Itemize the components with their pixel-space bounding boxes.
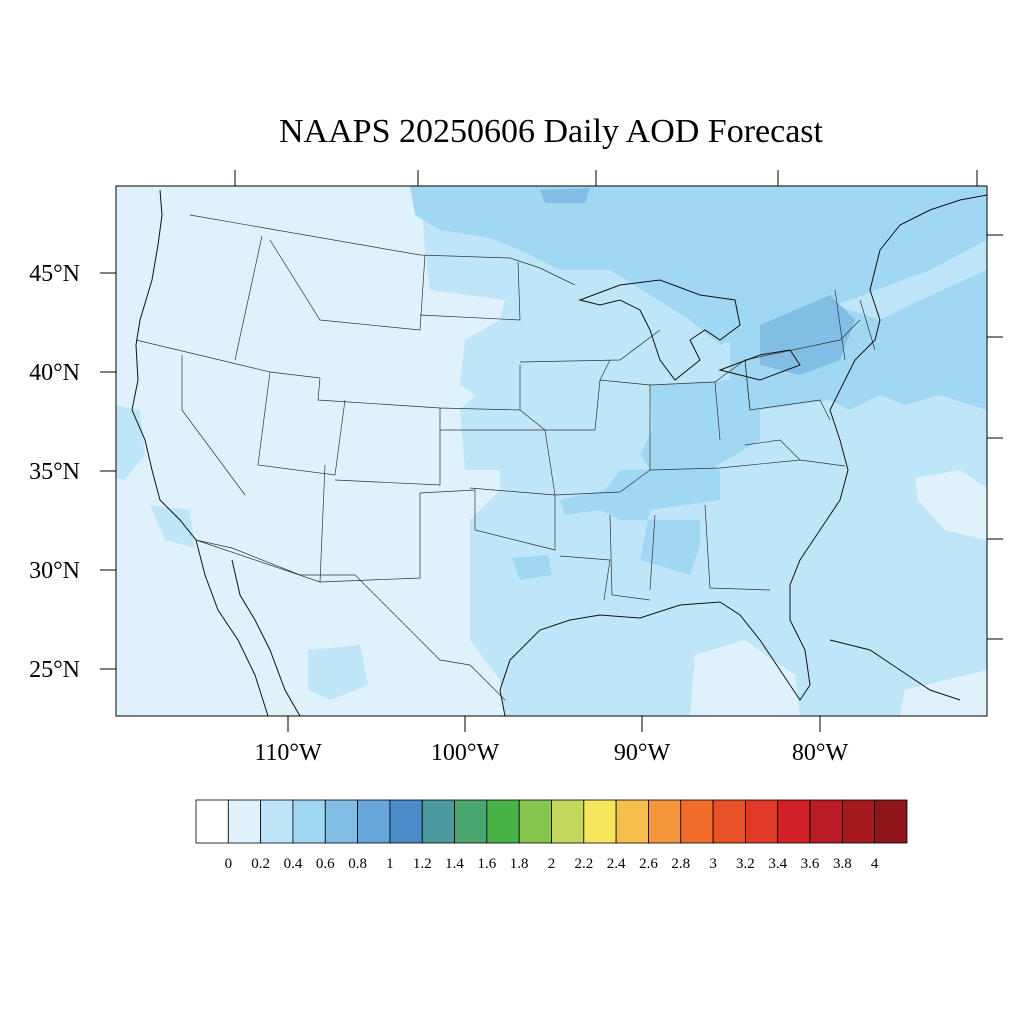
lon-label: 110°W — [254, 740, 322, 766]
lat-label: 25°N — [29, 657, 80, 683]
colorbar-swatch — [357, 799, 391, 844]
colorbar-swatch — [745, 799, 779, 844]
colorbar-tick-label: 1.6 — [477, 856, 496, 872]
eastern-states — [744, 289, 876, 461]
colorbar-tick-label: 2.6 — [639, 856, 658, 872]
colorbar-tick-label: 1.4 — [445, 856, 464, 872]
lat-label: 45°N — [29, 261, 80, 287]
aod-region-texas-gulf — [512, 555, 552, 580]
aod-region-northeast — [730, 270, 987, 410]
aod-region-tennessee — [560, 468, 720, 575]
colorbar-swatch — [777, 799, 811, 844]
mexico-border — [195, 539, 506, 701]
lon-label: 80°W — [792, 740, 849, 766]
midwest-states — [519, 359, 821, 470]
colorbar-swatch — [648, 799, 682, 844]
colorbar-swatch — [292, 799, 326, 844]
colorbar-swatch — [195, 799, 229, 844]
colorbar-swatch — [874, 799, 908, 844]
map-panel — [116, 186, 987, 716]
coastlines — [131, 189, 987, 716]
pacific-coastline — [131, 189, 269, 716]
aod-pocket-gulf — [690, 640, 800, 716]
colorbar-swatch — [583, 799, 617, 844]
colorbar-swatch — [615, 799, 649, 844]
colorbar-swatch — [841, 799, 876, 844]
colorbar-swatch — [809, 799, 843, 844]
colorbar-tick-label: 2.2 — [574, 856, 593, 872]
aod-region-baja-coast — [150, 505, 195, 548]
colorbar-tick-label: 4 — [871, 856, 879, 872]
colorbar-swatch — [712, 799, 746, 844]
colorbar-swatch — [680, 799, 714, 844]
colorbar-tick-label: 0.2 — [251, 856, 270, 872]
right-ticks — [987, 234, 1003, 640]
aod-field-0.4-0.6 — [410, 186, 987, 580]
colorbar-tick-label: 3.8 — [833, 856, 852, 872]
colorbar-tick-label: 3 — [709, 856, 717, 872]
colorbar-tick-label: 0 — [225, 856, 233, 872]
colorbar-tick-label: 0.4 — [284, 856, 303, 872]
baja-coastline — [231, 559, 301, 716]
great-lakes-shoreline — [578, 279, 801, 381]
aod-field-0.6-0.8 — [540, 188, 855, 375]
lat-label: 35°N — [29, 459, 80, 485]
aod-colorbar — [195, 799, 908, 844]
cuba-coastline — [829, 639, 961, 701]
colorbar-swatch — [454, 799, 488, 844]
lon-labels: 110°W 100°W 90°W 80°W — [254, 740, 848, 766]
aod-region-new-york — [760, 295, 855, 375]
aod-field-0-0.2-pockets — [690, 470, 987, 716]
colorbar-swatch — [421, 799, 455, 844]
canada-border — [189, 214, 576, 286]
colorbar-swatch — [227, 799, 262, 844]
colorbar-tick-label: 1.8 — [510, 856, 529, 872]
bottom-lon-ticks — [287, 716, 821, 732]
colorbar-tick-label: 2.4 — [607, 856, 626, 872]
lat-label: 40°N — [29, 360, 80, 386]
colorbar-tick-label: 0.8 — [348, 856, 367, 872]
aod-region-ohio-valley — [640, 380, 760, 470]
aod-region-canada-spot — [540, 188, 590, 203]
top-ticks — [234, 170, 978, 186]
colorbar-tick-label: 3.6 — [801, 856, 820, 872]
colorbar-swatch — [551, 799, 585, 844]
colorbar-swatch — [260, 799, 294, 844]
lon-label: 100°W — [431, 740, 500, 766]
political-boundaries — [135, 214, 876, 701]
lon-label: 90°W — [614, 740, 671, 766]
lat-labels: 45°N 40°N 35°N 30°N 25°N — [29, 261, 80, 683]
aod-colorbar-labels: 0 0.2 0.4 0.6 0.8 1 1.2 1.4 1.6 1.8 2 2.2 2.4 2.6 2.8 3… — [225, 856, 879, 872]
central-states — [419, 429, 846, 601]
left-lat-ticks — [100, 272, 116, 670]
map-frame — [115, 185, 988, 717]
aod-region-north-canada — [410, 186, 987, 345]
colorbar-swatch — [486, 799, 520, 844]
aod-pocket-atlantic — [915, 470, 987, 540]
colorbar-tick-label: 1 — [386, 856, 394, 872]
colorbar-tick-label: 3.2 — [736, 856, 755, 872]
figure-title: NAAPS 20250606 Daily AOD Forecast — [279, 113, 824, 150]
colorbar-swatch — [518, 799, 552, 844]
colorbar-tick-label: 3.4 — [768, 856, 787, 872]
colorbar-swatch — [389, 799, 423, 844]
gulf-coastline — [499, 194, 987, 716]
lat-label: 30°N — [29, 558, 80, 584]
colorbar-tick-label: 1.2 — [413, 856, 432, 872]
northern-tier-states — [234, 235, 661, 363]
colorbar-tick-label: 0.6 — [316, 856, 335, 872]
aod-pocket-caribbean — [900, 670, 987, 716]
colorbar-tick-label: 2.8 — [671, 856, 690, 872]
colorbar-swatch — [324, 799, 358, 844]
aod-region-sw-mexico — [308, 645, 368, 700]
colorbar-tick-label: 2 — [548, 856, 556, 872]
